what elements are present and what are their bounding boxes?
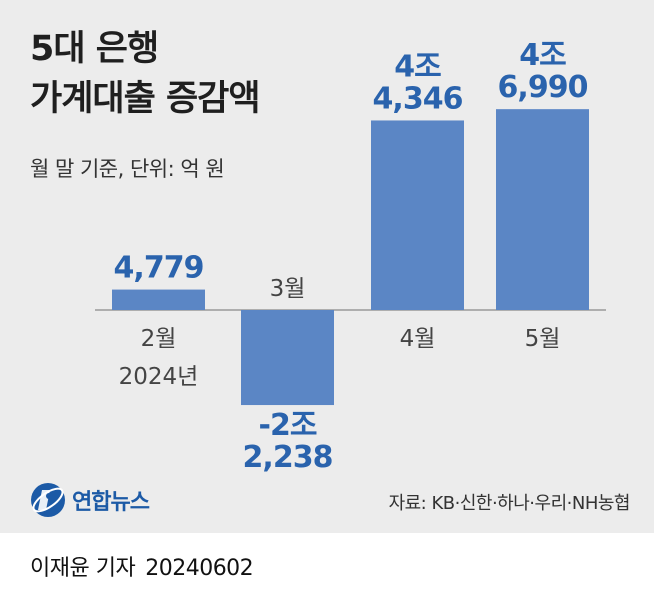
yonhap-logo: 연합뉴스 <box>28 480 150 520</box>
category-label-2: 3월 <box>270 276 306 302</box>
logo-text: 연합뉴스 <box>72 490 150 515</box>
bar-4 <box>496 109 589 311</box>
bar-2 <box>241 310 334 406</box>
value-label-3: 4,346 <box>373 81 463 116</box>
value-label-4: 6,990 <box>498 70 588 105</box>
credit-date: 20240602 <box>145 556 254 581</box>
category-label-1: 2월 <box>141 326 177 352</box>
bar-3 <box>371 120 464 310</box>
category-label-3: 4월 <box>400 326 436 352</box>
source-note: 자료: KB·신한·하나·우리·NH농협 <box>388 493 631 514</box>
chart-title-line1: 5대 은행 <box>30 29 159 69</box>
credit-line: 이재윤 기자 20240602 <box>30 550 254 582</box>
value-label-2: -2조 <box>259 408 317 443</box>
value-label-2: 2,238 <box>243 440 333 475</box>
chart-subtitle: 월 말 기준, 단위: 억 원 <box>30 157 225 181</box>
chart-title-line2: 가계대출 증감액 <box>30 79 261 119</box>
credit-name: 이재윤 기자 <box>30 556 136 581</box>
year-label: 2024년 <box>119 364 199 390</box>
value-label-1: 4,779 <box>114 251 204 286</box>
value-label-3: 4조 <box>394 49 441 84</box>
category-label-4: 5월 <box>525 326 561 352</box>
value-label-4: 4조 <box>519 38 566 73</box>
yonhap-globe-icon <box>31 483 65 517</box>
bar-1 <box>112 289 205 310</box>
